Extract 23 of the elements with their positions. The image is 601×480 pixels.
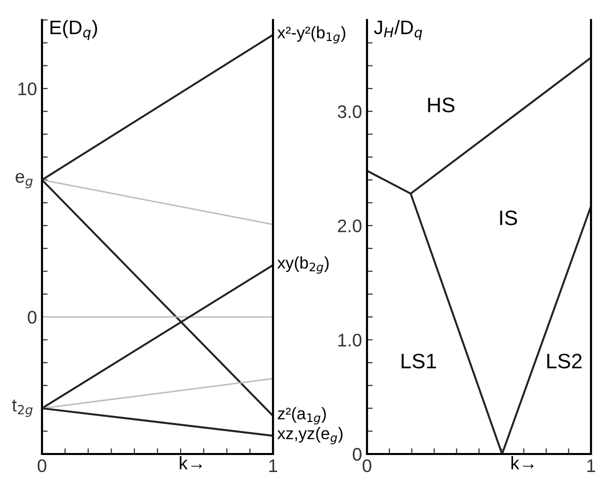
- annotation: IS: [500, 210, 518, 226]
- annotation: HS: [428, 98, 454, 112]
- y-tick-label: 10: [18, 82, 36, 96]
- annotation: LS2: [547, 354, 582, 368]
- y-axis-title: J$_{H}$/D$_{q}$: [374, 20, 422, 40]
- x-tick-label: 0: [38, 459, 46, 472]
- y-tick-label: 0: [352, 448, 362, 461]
- y-tick-label: 1.0: [338, 334, 362, 347]
- annotation: LS1: [402, 354, 436, 368]
- text: xz,yz(e$_{g}$): [277, 427, 342, 444]
- x-axis-title: k→: [511, 456, 534, 470]
- text: xy(b$_{2g}$): [277, 256, 329, 274]
- x-tick-label: 0: [362, 459, 372, 472]
- x-tick-label: 1: [587, 460, 596, 472]
- text: t$_{2g}$: [12, 400, 33, 417]
- x-tick-label: 1: [269, 460, 278, 472]
- y-axis-title: E(D$_{q}$): [50, 20, 98, 40]
- text: x²-y²(b$_{1g}$): [277, 26, 346, 44]
- text: z²(a$_{1g}$): [278, 407, 326, 424]
- x-axis-title: k→: [180, 456, 202, 470]
- y-tick-label: 3.0: [338, 105, 362, 118]
- text: e$_{g}$: [16, 172, 33, 188]
- y-tick-label: 2.0: [338, 220, 362, 232]
